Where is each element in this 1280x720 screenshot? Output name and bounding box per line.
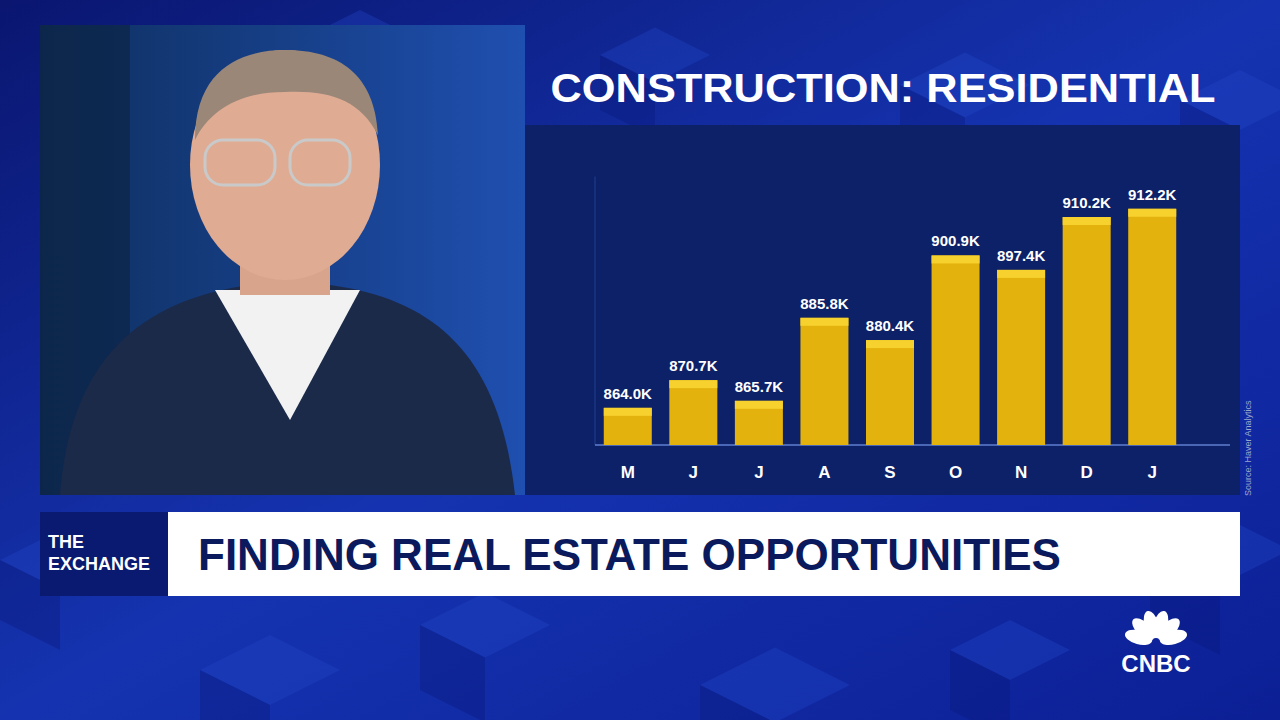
guest-glasses <box>205 140 275 185</box>
bar <box>997 270 1045 445</box>
x-tick-label: J <box>1147 463 1156 482</box>
bg-cube <box>700 685 775 720</box>
y-axis-line <box>595 177 596 445</box>
data-label: 910.2K <box>1062 194 1111 211</box>
background <box>0 0 1280 720</box>
bar-cap <box>1063 217 1111 225</box>
x-tick-label: D <box>1081 463 1093 482</box>
logo-text: CNBC <box>1121 650 1190 677</box>
x-tick-label: O <box>949 463 962 482</box>
bg-cube <box>200 670 270 720</box>
bg-cube <box>950 650 1010 720</box>
bar-cap <box>932 255 980 263</box>
bar-group <box>1128 209 1176 445</box>
show-box <box>40 512 168 596</box>
x-tick-label: J <box>754 463 763 482</box>
bar-cap <box>800 318 848 326</box>
bar-cap <box>735 401 783 409</box>
guest-suit <box>60 285 515 495</box>
x-tick-label: N <box>1015 463 1027 482</box>
bar <box>1128 209 1176 445</box>
bars <box>604 209 1176 445</box>
guest-hair <box>195 50 378 140</box>
bar-cap <box>604 408 652 416</box>
data-label: 885.8K <box>800 295 849 312</box>
bg-cube <box>420 625 485 720</box>
bar-group <box>735 401 783 445</box>
chart-title: CONSTRUCTION: RESIDENTIAL <box>551 66 1216 110</box>
guest-glasses <box>290 140 350 185</box>
bar-group <box>997 270 1045 445</box>
data-label: 900.9K <box>931 232 980 249</box>
headline-bar <box>168 512 1240 596</box>
bar-cap <box>669 380 717 388</box>
bar <box>669 380 717 445</box>
x-tick-label: A <box>818 463 830 482</box>
data-label: 870.7K <box>669 357 718 374</box>
bar <box>800 318 848 445</box>
guest-head <box>190 50 380 280</box>
headline: FINDING REAL ESTATE OPPORTUNITIES <box>198 530 1061 579</box>
guest-video <box>40 25 525 495</box>
x-tick-label: M <box>621 463 635 482</box>
guest-shirt <box>215 290 360 420</box>
show-name-line: THE <box>48 532 84 552</box>
data-label: 912.2K <box>1128 186 1177 203</box>
x-tick-label: J <box>689 463 698 482</box>
bar-group <box>932 255 980 445</box>
bar <box>604 408 652 445</box>
data-label: 865.7K <box>735 378 784 395</box>
bar-group <box>669 380 717 445</box>
bar-group <box>1063 217 1111 445</box>
data-label: 880.4K <box>866 317 915 334</box>
bar-group <box>866 340 914 445</box>
bar-cap <box>997 270 1045 278</box>
bar <box>735 401 783 445</box>
cnbc-logo: CNBC <box>1121 609 1190 677</box>
x-tick-label: S <box>884 463 895 482</box>
data-label: 897.4K <box>997 247 1046 264</box>
bar-cap <box>866 340 914 348</box>
bar <box>866 340 914 445</box>
bar-group <box>800 318 848 445</box>
logo-feather <box>1158 627 1189 648</box>
data-label: 864.0K <box>604 385 653 402</box>
source-note: Source: Haver Analytics <box>1243 400 1253 496</box>
bar-group <box>604 408 652 445</box>
bar <box>932 255 980 445</box>
show-name-line: EXCHANGE <box>48 554 150 574</box>
bar-cap <box>1128 209 1176 217</box>
chart-panel <box>525 125 1240 495</box>
bar <box>1063 217 1111 445</box>
show-name: THEEXCHANGE <box>48 532 150 574</box>
